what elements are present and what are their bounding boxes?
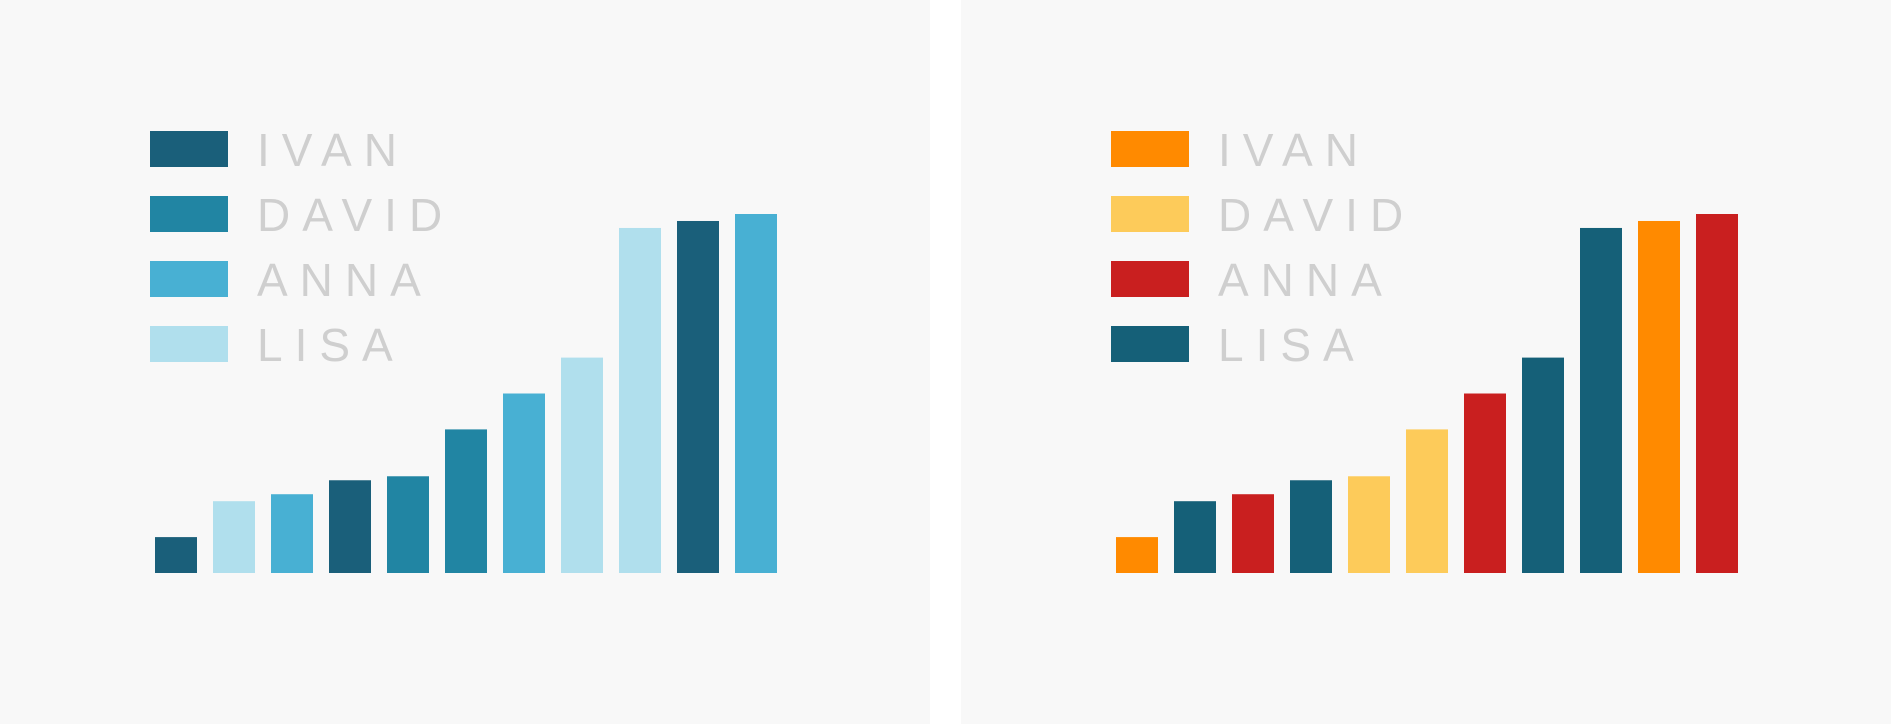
legend-label: LISA bbox=[1218, 319, 1366, 371]
legend-swatch bbox=[1111, 196, 1189, 232]
bar bbox=[1464, 393, 1506, 573]
legend-label: DAVID bbox=[1218, 189, 1415, 241]
bar bbox=[1174, 501, 1216, 573]
bar bbox=[1290, 480, 1332, 573]
legend-label: IVAN bbox=[257, 124, 409, 176]
chart-panel-left: IVAN DAVID ANNA LISA bbox=[0, 0, 930, 724]
bar bbox=[1696, 214, 1738, 573]
legend-swatch bbox=[1111, 261, 1189, 297]
bar bbox=[619, 227, 661, 573]
bar bbox=[1406, 429, 1448, 573]
bar bbox=[1580, 227, 1622, 573]
bar bbox=[1348, 476, 1390, 573]
bar bbox=[329, 480, 371, 573]
bar bbox=[1116, 537, 1158, 573]
legend-label: LISA bbox=[257, 319, 405, 371]
bar bbox=[1638, 220, 1680, 573]
bar bbox=[677, 220, 719, 573]
bar bbox=[561, 357, 603, 573]
legend-swatch bbox=[150, 196, 228, 232]
legend-swatch bbox=[150, 131, 228, 167]
bar bbox=[503, 393, 545, 573]
bar-chart-left: IVAN DAVID ANNA LISA bbox=[150, 124, 777, 573]
bar-chart-right: IVAN DAVID ANNA LISA bbox=[1111, 124, 1738, 573]
legend-label: DAVID bbox=[257, 189, 454, 241]
bar bbox=[155, 537, 197, 573]
legend-swatch bbox=[150, 261, 228, 297]
legend-swatch bbox=[1111, 131, 1189, 167]
bar bbox=[387, 476, 429, 573]
bar bbox=[271, 494, 313, 573]
bar bbox=[213, 501, 255, 573]
legend-label: IVAN bbox=[1218, 124, 1370, 176]
bar bbox=[1522, 357, 1564, 573]
chart-panel-right: IVAN DAVID ANNA LISA bbox=[961, 0, 1891, 724]
legend-label: ANNA bbox=[1218, 254, 1394, 306]
legend-swatch bbox=[1111, 326, 1189, 362]
bar bbox=[445, 429, 487, 573]
bar bbox=[1232, 494, 1274, 573]
bar bbox=[735, 214, 777, 573]
legend-label: ANNA bbox=[257, 254, 433, 306]
legend-swatch bbox=[150, 326, 228, 362]
